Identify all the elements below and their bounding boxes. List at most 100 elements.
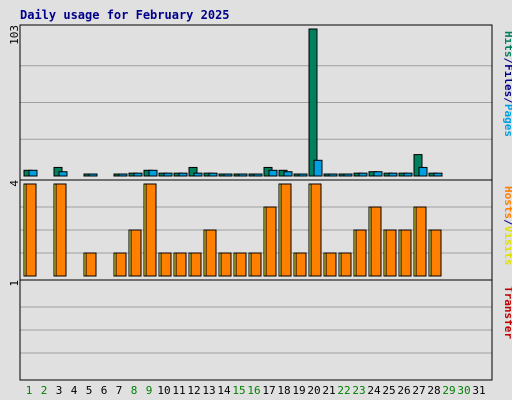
day-label-4: 4 <box>71 384 78 397</box>
bar-files-day-13 <box>208 172 218 177</box>
day-label-15: 15 <box>232 384 245 397</box>
day-label-12: 12 <box>187 384 200 397</box>
day-label-14: 14 <box>217 384 231 397</box>
panel-visits: 4 Hosts/Visits <box>8 179 512 281</box>
bar-hosts-day-27 <box>415 206 427 277</box>
day-label-18: 18 <box>277 384 290 397</box>
bar-files-day-27 <box>418 166 428 177</box>
day-label-21: 21 <box>322 384 335 397</box>
bar-hosts-day-21 <box>325 252 337 277</box>
bar-files-day-14 <box>223 173 233 177</box>
bar-files-day-17 <box>268 169 278 177</box>
bar-files-day-15 <box>238 173 248 177</box>
bar-files-day-20 <box>313 159 323 177</box>
bar-hosts-day-1 <box>25 183 37 277</box>
bar-files-day-9 <box>148 169 158 177</box>
day-label-28: 28 <box>427 384 440 397</box>
bar-hosts-day-23 <box>355 229 367 277</box>
bar-hosts-day-20 <box>310 183 322 277</box>
bar-files-day-24 <box>373 171 383 177</box>
bar-files-day-12 <box>193 172 203 177</box>
legend-part: / <box>502 97 512 104</box>
panel-frame <box>19 279 493 381</box>
day-label-13: 13 <box>202 384 215 397</box>
bar-files-day-16 <box>253 173 263 177</box>
bar-files-day-19 <box>298 173 308 177</box>
chart-panels: 103Hits/Files/Pages4Hosts/Visits1Transfe… <box>8 24 512 381</box>
day-label-20: 20 <box>307 384 320 397</box>
y-max-label: 1 <box>8 280 21 287</box>
day-label-26: 26 <box>397 384 410 397</box>
bar-files-day-7 <box>118 173 128 177</box>
bar-files-day-22 <box>343 173 353 177</box>
bar-files-day-18 <box>283 171 293 177</box>
day-label-17: 17 <box>262 384 275 397</box>
bar-hits-day-27 <box>413 154 423 177</box>
day-label-24: 24 <box>367 384 381 397</box>
day-label-22: 22 <box>337 384 350 397</box>
day-label-27: 27 <box>412 384 425 397</box>
bar-hosts-day-22 <box>340 252 352 277</box>
bar-hosts-day-11 <box>175 252 187 277</box>
day-label-10: 10 <box>157 384 170 397</box>
bar-hosts-day-7 <box>115 252 127 277</box>
legend-part: Hosts <box>502 186 512 219</box>
legend-part: Pages <box>502 104 512 137</box>
day-label-2: 2 <box>41 384 48 397</box>
day-label-1: 1 <box>26 384 33 397</box>
day-label-8: 8 <box>131 384 138 397</box>
bar-hosts-day-24 <box>370 206 382 277</box>
day-label-9: 9 <box>146 384 153 397</box>
bar-hosts-day-14 <box>220 252 232 277</box>
bar-hosts-day-13 <box>205 229 217 277</box>
y-max-label: 4 <box>8 180 21 187</box>
legend-part: Visits <box>502 226 512 266</box>
legend-part: Hits <box>502 31 512 58</box>
panel-legend-label: Transfer <box>502 286 512 339</box>
bar-hosts-day-15 <box>235 252 247 277</box>
bar-files-day-26 <box>403 172 413 177</box>
day-label-19: 19 <box>292 384 305 397</box>
bar-files-day-10 <box>163 172 173 177</box>
bar-files-day-3 <box>58 171 68 177</box>
panel-transfer: 1 Transfer <box>8 279 512 381</box>
day-axis-labels: 1 2 3 4 5 6 7 8 9 10 11 12 13 14 15 16 17 18 19 20 21 22 23 24 2… <box>26 384 486 397</box>
bar-hosts-day-28 <box>430 229 442 277</box>
panel-legend-label: Hits/Files/Pages <box>502 31 512 137</box>
day-label-3: 3 <box>56 384 63 397</box>
day-label-7: 7 <box>116 384 123 397</box>
day-label-29: 29 <box>442 384 455 397</box>
bar-hosts-day-8 <box>130 229 142 277</box>
bar-files-day-25 <box>388 172 398 177</box>
day-label-5: 5 <box>86 384 93 397</box>
bar-hits-day-20 <box>308 28 318 177</box>
bar-hosts-day-16 <box>250 252 262 277</box>
bar-files-day-21 <box>328 173 338 177</box>
legend-part: / <box>502 219 512 226</box>
bar-hosts-day-12 <box>190 252 202 277</box>
bar-hosts-day-18 <box>280 183 292 277</box>
day-label-23: 23 <box>352 384 365 397</box>
chart-title: Daily usage for February 2025 <box>20 8 230 22</box>
legend-part: Transfer <box>502 286 512 339</box>
bar-files-day-5 <box>88 173 98 177</box>
bar-files-day-11 <box>178 172 188 177</box>
bar-hosts-day-10 <box>160 252 172 277</box>
day-label-6: 6 <box>101 384 108 397</box>
bar-hosts-day-19 <box>295 252 307 277</box>
day-label-30: 30 <box>457 384 470 397</box>
legend-part: Files <box>502 64 512 97</box>
bar-files-day-28 <box>433 172 443 177</box>
bar-hosts-day-26 <box>400 229 412 277</box>
bar-hosts-day-17 <box>265 206 277 277</box>
bar-hosts-day-3 <box>55 183 67 277</box>
bar-files-day-8 <box>133 172 143 177</box>
day-label-16: 16 <box>247 384 260 397</box>
bar-hosts-day-25 <box>385 229 397 277</box>
bar-hosts-day-9 <box>145 183 157 277</box>
bar-hits-day-12 <box>188 166 198 177</box>
